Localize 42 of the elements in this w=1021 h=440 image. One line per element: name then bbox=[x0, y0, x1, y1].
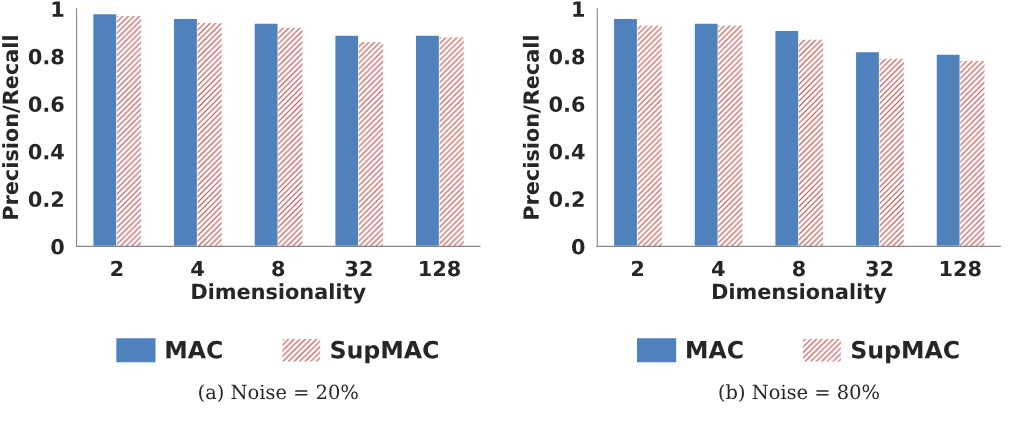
y-tick-label: 0.6 bbox=[28, 96, 64, 113]
legend-label: SupMAC bbox=[331, 340, 438, 364]
bar bbox=[960, 61, 985, 247]
legend-label: MAC bbox=[687, 340, 743, 359]
y-tick-label: 0.2 bbox=[549, 191, 584, 208]
y-axis-title: Precision/Recall bbox=[522, 36, 541, 219]
x-tick-label: 32 bbox=[345, 260, 372, 277]
bar bbox=[798, 39, 824, 247]
y-tick-label: 0 bbox=[51, 238, 64, 255]
x-tick-label: 8 bbox=[272, 260, 285, 277]
legend-label: MAC bbox=[166, 340, 222, 359]
bar bbox=[718, 25, 743, 247]
bar bbox=[693, 22, 719, 247]
bar bbox=[854, 50, 881, 247]
y-tick-label: 0.8 bbox=[28, 48, 64, 65]
y-tick-label: 0.2 bbox=[28, 191, 63, 208]
x-tick-label: 4 bbox=[191, 260, 204, 277]
bar bbox=[935, 53, 961, 247]
legend-label: SupMAC bbox=[852, 340, 959, 364]
x-axis-title: Dimensionality bbox=[713, 283, 887, 304]
x-tick-label: 8 bbox=[792, 260, 805, 277]
bar bbox=[612, 17, 639, 247]
y-tick-label: 0.4 bbox=[549, 143, 585, 160]
bar bbox=[879, 58, 904, 247]
y-tick-label: 0.8 bbox=[549, 48, 585, 65]
y-axis-title: Precision/Recall bbox=[2, 36, 20, 219]
bar bbox=[637, 25, 662, 247]
x-tick-label: 32 bbox=[866, 260, 893, 277]
x-tick-label: 2 bbox=[632, 260, 644, 277]
text: (a) Noise = 20% bbox=[199, 384, 358, 403]
x-tick-label: 128 bbox=[420, 260, 460, 277]
y-tick-label: 0 bbox=[571, 238, 585, 255]
x-tick-label: 2 bbox=[111, 260, 123, 277]
y-tick-label: 1 bbox=[52, 1, 64, 17]
text: (b) Noise = 80% bbox=[719, 384, 879, 403]
x-axis-title: Dimensionality bbox=[192, 283, 366, 304]
x-tick-label: 4 bbox=[711, 260, 725, 277]
x-tick-label: 128 bbox=[940, 260, 981, 277]
bar bbox=[774, 29, 800, 247]
y-tick-label: 0.6 bbox=[549, 96, 585, 113]
y-tick-label: 1 bbox=[573, 1, 585, 17]
y-tick-label: 0.4 bbox=[28, 143, 64, 160]
